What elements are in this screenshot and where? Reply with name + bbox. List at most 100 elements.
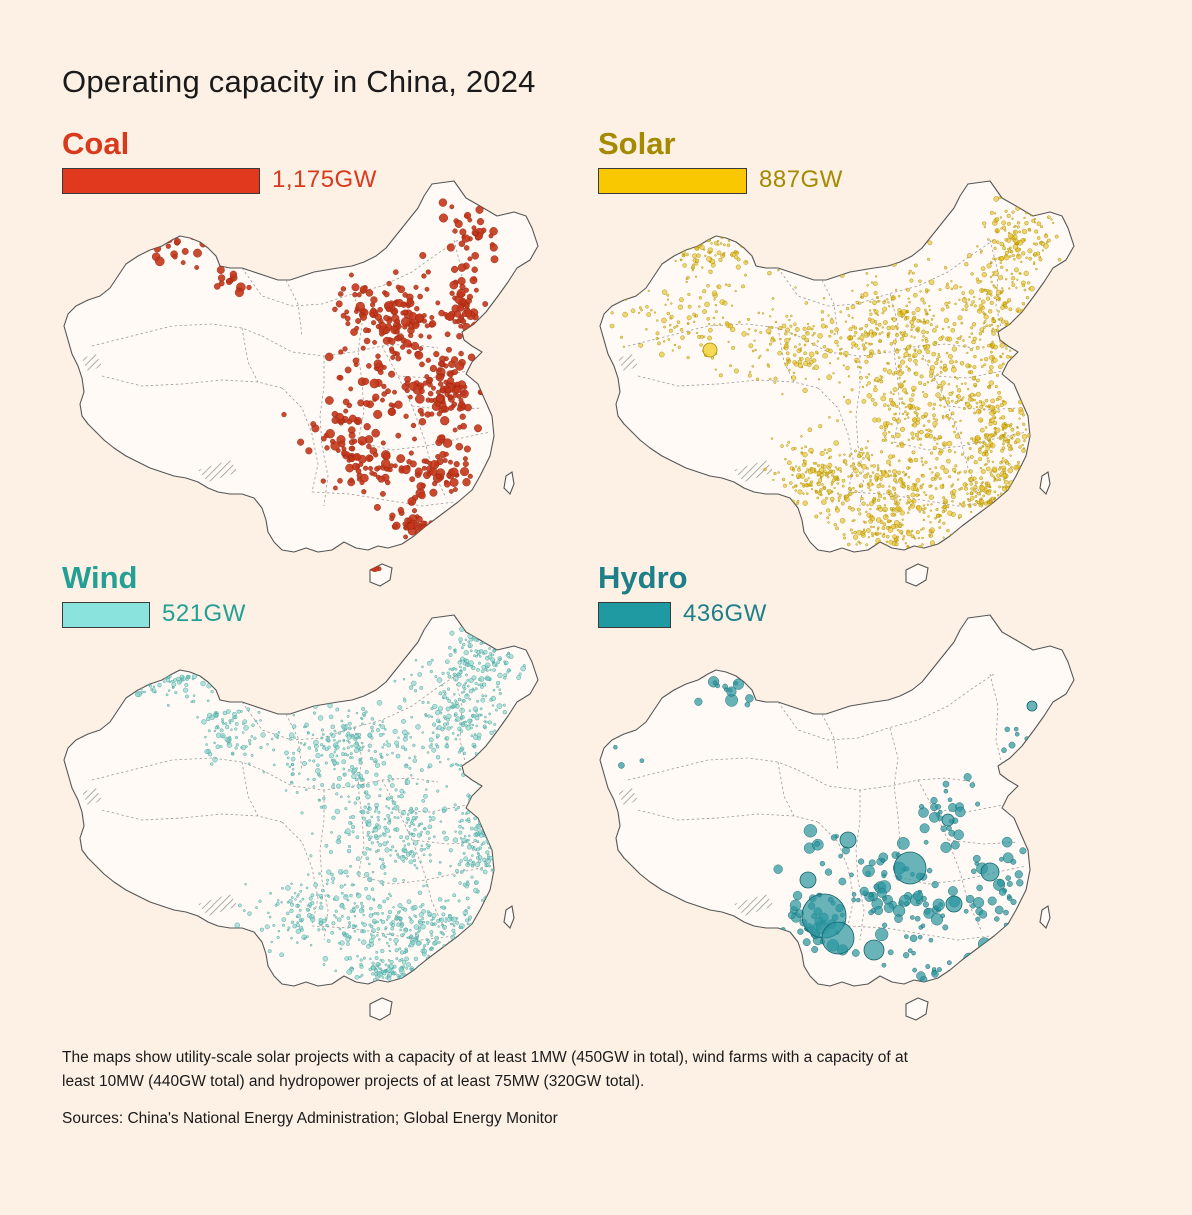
plant-dot: [455, 763, 457, 765]
plant-dot: [934, 438, 937, 441]
plant-dot: [961, 322, 963, 324]
plant-dot: [365, 770, 369, 774]
plant-dot: [978, 418, 983, 423]
plant-dot: [366, 444, 371, 449]
plant-dot: [287, 705, 292, 710]
plant-dot: [463, 857, 467, 861]
plant-dot: [335, 917, 337, 919]
plant-dot: [855, 360, 857, 362]
plant-dot: [906, 414, 908, 416]
plant-dot: [899, 499, 901, 501]
plant-dot: [1001, 287, 1003, 289]
plant-dot: [474, 930, 476, 932]
plant-dot: [1020, 848, 1026, 854]
plant-dot: [973, 296, 975, 298]
plant-dot: [790, 325, 793, 328]
plant-dot: [906, 325, 909, 328]
plant-dot: [884, 903, 894, 913]
plant-dot: [839, 382, 841, 384]
plant-dot: [448, 699, 451, 702]
plant-dot: [966, 352, 968, 354]
plant-dot: [479, 649, 483, 653]
plant-dot: [992, 318, 994, 320]
plant-dot: [1040, 225, 1043, 228]
plant-dot: [399, 836, 402, 839]
plant-dot: [793, 360, 797, 364]
plant-dot: [282, 412, 287, 417]
plant-dot: [940, 366, 942, 368]
plant-dot: [1005, 278, 1007, 280]
plant-dot: [436, 755, 440, 759]
plant-dot: [483, 382, 488, 387]
plant-dot: [923, 505, 925, 507]
plant-dot: [493, 880, 498, 885]
plant-dot: [943, 537, 945, 539]
plant-dot: [922, 474, 925, 477]
plant-dot: [358, 939, 360, 941]
plant-dot: [459, 324, 463, 328]
plant-dot: [946, 505, 949, 508]
plant-dot: [888, 491, 890, 493]
plant-dot: [273, 924, 276, 927]
plant-dot: [356, 712, 358, 714]
plant-dot: [997, 515, 999, 517]
plant-dot: [379, 858, 381, 860]
plant-dot: [276, 902, 279, 905]
plant-dot: [796, 485, 798, 487]
plant-dot: [322, 746, 325, 749]
plant-dot: [154, 677, 156, 679]
plant-dot: [858, 462, 860, 464]
plant-dot: [202, 673, 206, 677]
plant-dot: [840, 832, 856, 848]
plant-dot: [794, 334, 796, 336]
plant-dot: [813, 325, 815, 327]
plant-dot: [909, 408, 911, 410]
plant-dot: [371, 320, 376, 325]
plant-dot: [373, 453, 378, 458]
plant-dot: [761, 244, 763, 246]
plant-dot: [489, 832, 493, 836]
plant-dot: [687, 244, 689, 246]
plant-dot: [464, 650, 469, 655]
plant-dot: [1015, 225, 1017, 227]
plant-dot: [468, 835, 470, 837]
plant-dot: [863, 452, 865, 454]
plant-dot: [292, 725, 296, 729]
plant-dot: [492, 639, 495, 642]
plant-dot: [863, 529, 865, 531]
plant-dot: [887, 301, 889, 303]
plant-dot: [435, 675, 438, 678]
plant-dot: [869, 343, 871, 345]
plant-dot: [719, 258, 723, 262]
plant-dot: [977, 309, 982, 314]
plant-dot: [449, 395, 454, 400]
plant-dot: [989, 422, 993, 426]
plant-dot: [415, 394, 424, 403]
plant-dot: [181, 658, 184, 661]
plant-dot: [993, 271, 995, 273]
plant-dot: [394, 336, 398, 340]
plant-dot: [1022, 302, 1025, 305]
plant-dot: [975, 534, 977, 536]
plant-dot: [407, 298, 413, 304]
plant-dot: [961, 398, 963, 400]
plant-dot: [378, 794, 381, 797]
plant-dot: [453, 667, 456, 670]
plant-dot: [923, 511, 925, 513]
plant-dot: [1006, 876, 1011, 881]
plant-dot: [409, 825, 411, 827]
plant-dot: [347, 899, 349, 901]
plant-dot: [1036, 212, 1038, 214]
plant-dot: [454, 714, 456, 716]
plant-dot: [982, 272, 987, 277]
plant-dot: [453, 875, 455, 877]
plant-dot: [907, 499, 911, 503]
plant-dot: [968, 457, 970, 459]
plant-dot: [391, 752, 393, 754]
plant-dot: [650, 309, 652, 311]
plant-dot: [430, 489, 438, 497]
plant-dot: [271, 738, 273, 740]
plant-dot: [366, 363, 371, 368]
plant-dot: [828, 315, 830, 317]
plant-dot: [964, 909, 968, 913]
